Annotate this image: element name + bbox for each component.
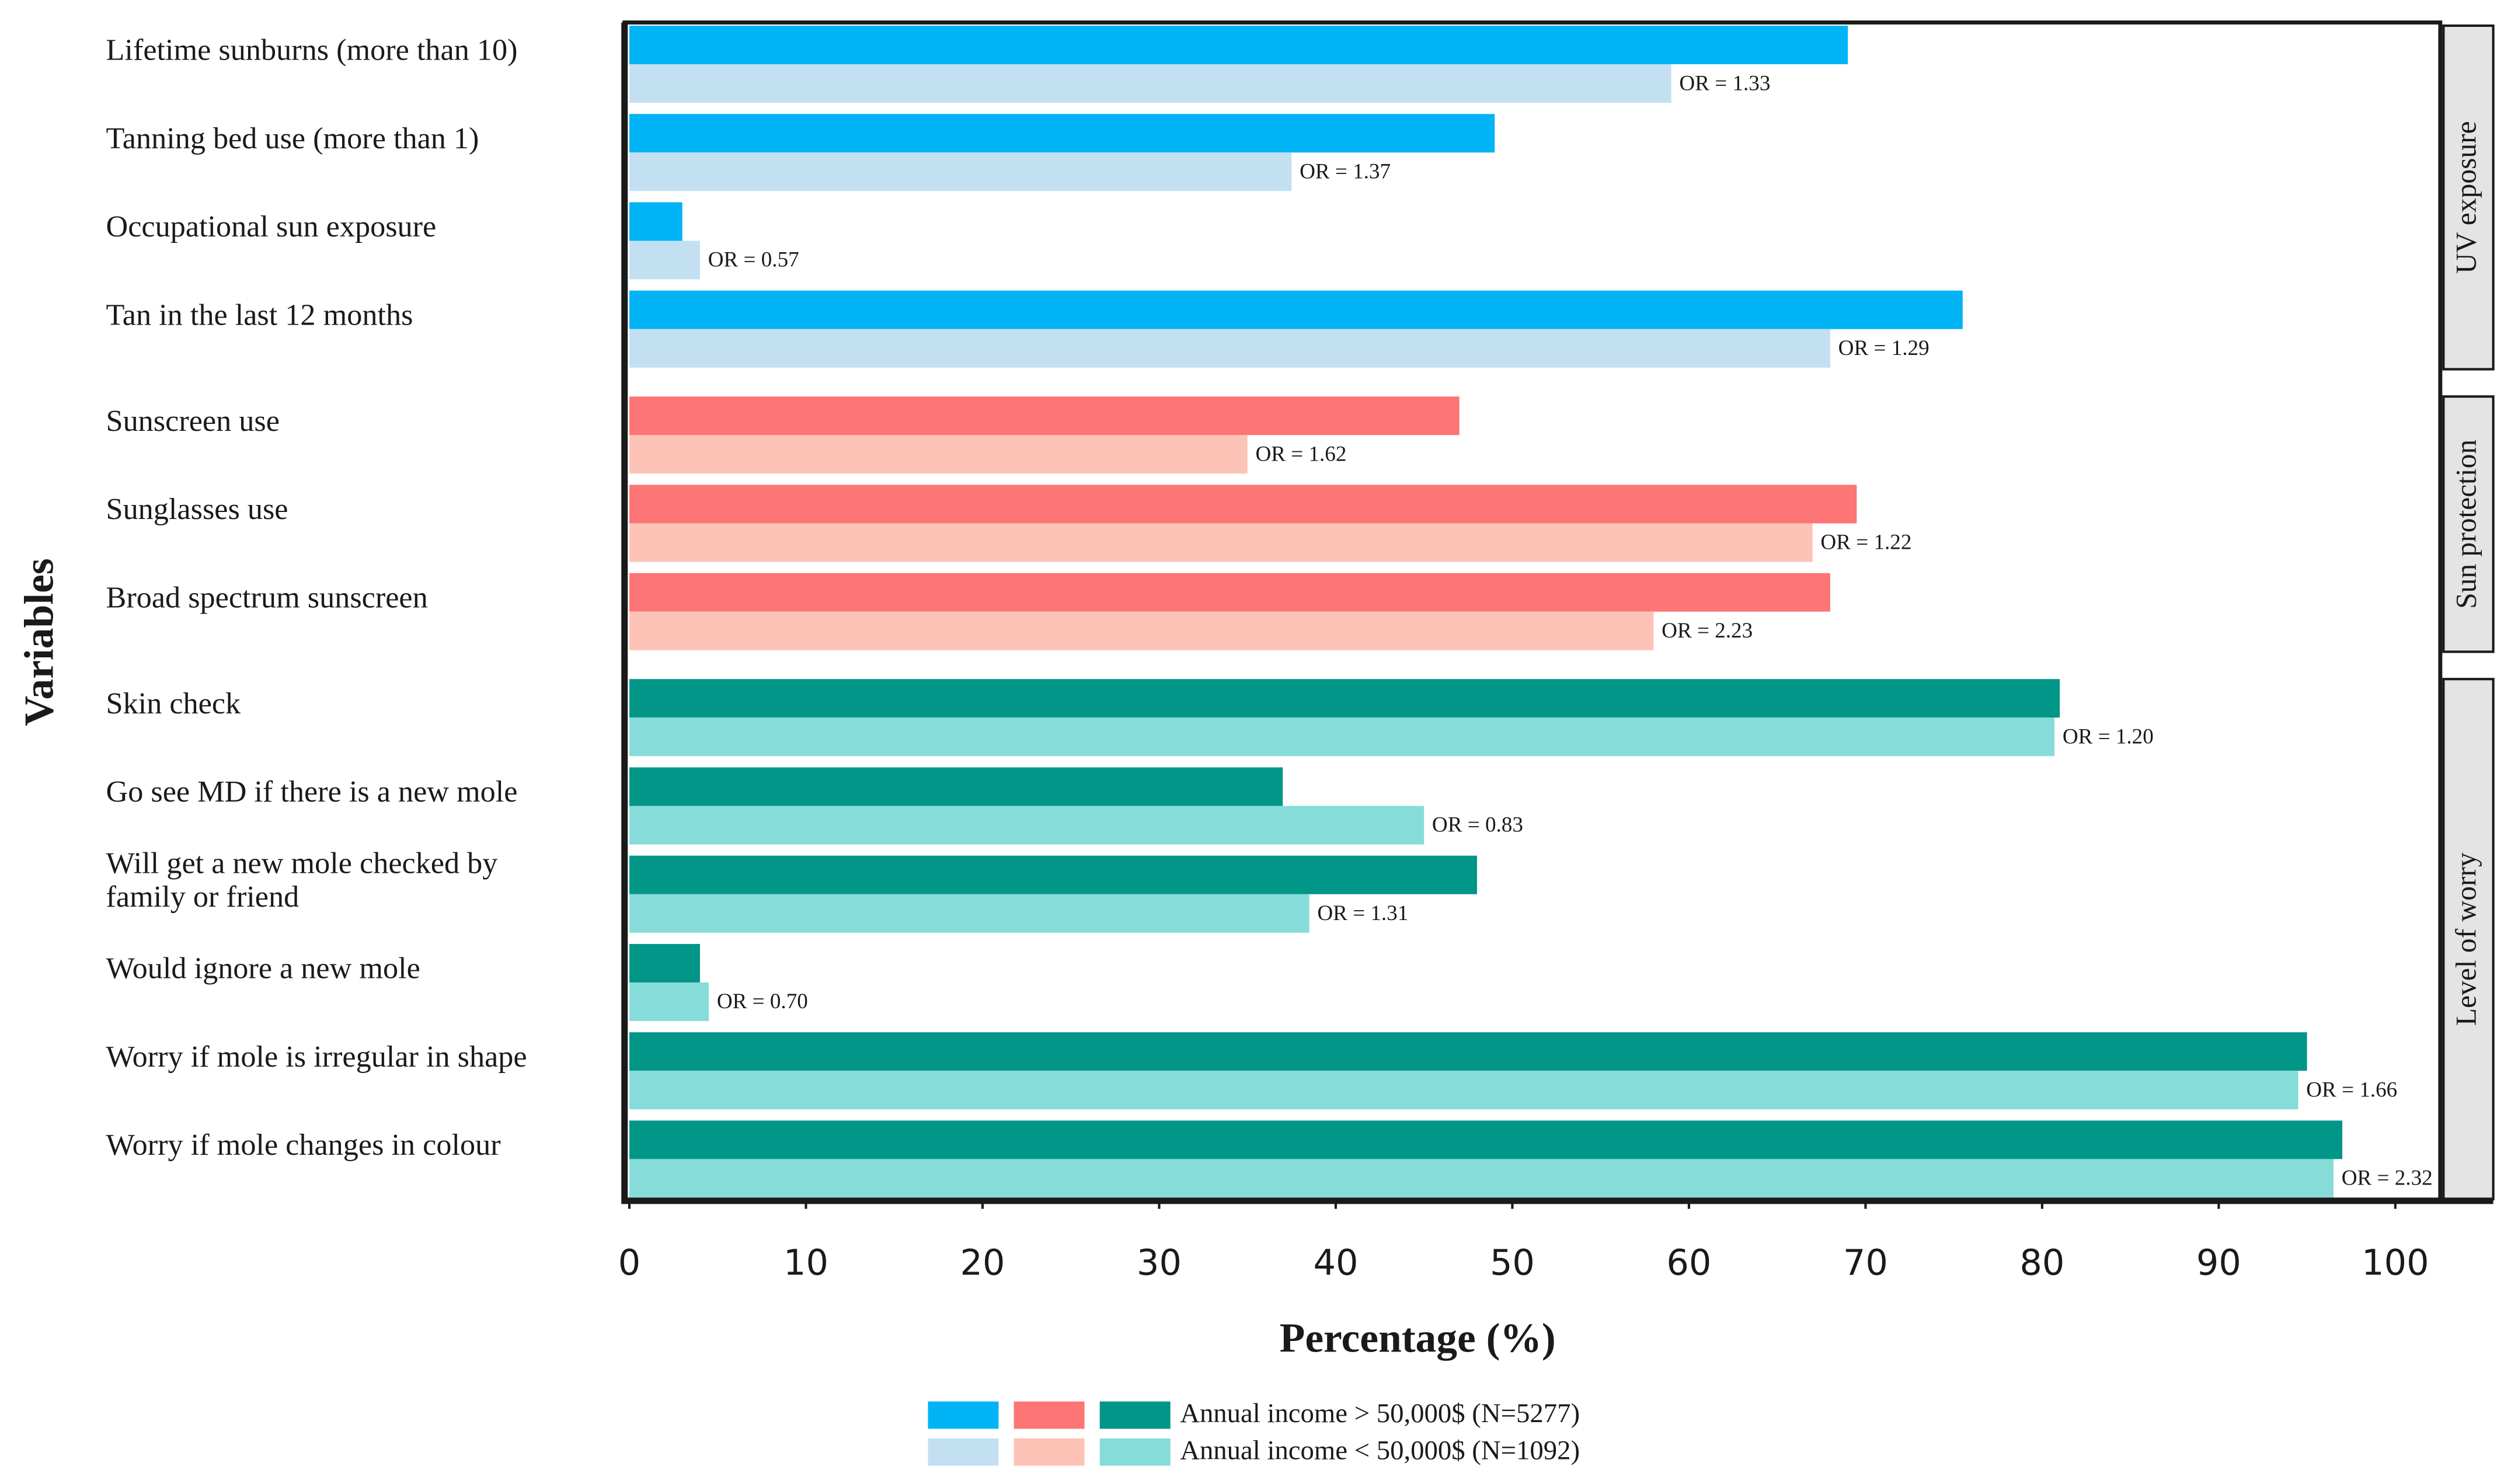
or-annotation: OR = 0.83	[1432, 813, 1523, 837]
bar	[629, 943, 700, 983]
bar	[629, 114, 1495, 153]
bar	[629, 1159, 2334, 1198]
group-label: UV exposure	[2450, 121, 2482, 274]
or-annotation: OR = 1.66	[2306, 1078, 2397, 1102]
x-tick-label: 30	[1137, 1243, 1182, 1284]
x-tick-label: 100	[2362, 1243, 2429, 1284]
x-tick-label: 70	[1843, 1243, 1888, 1284]
or-annotation: OR = 0.57	[708, 248, 799, 272]
legend-swatch	[1099, 1401, 1171, 1429]
or-annotation: OR = 0.70	[717, 990, 808, 1013]
bar	[629, 523, 1813, 562]
bar	[629, 241, 700, 280]
bar	[629, 1120, 2343, 1159]
legend-label: Annual income < 50,000$ (N=1092)	[1180, 1435, 1580, 1465]
category-label: Worry if mole is irregular in shape	[106, 1040, 527, 1074]
x-tick-label: 60	[1666, 1243, 1711, 1284]
or-annotation: OR = 2.32	[2342, 1166, 2433, 1190]
bar	[629, 894, 1310, 933]
category-label: Will get a new mole checked by family or …	[106, 846, 498, 914]
legend-swatch	[928, 1401, 999, 1429]
bar	[629, 64, 1671, 103]
group-box	[2442, 24, 2495, 371]
bar	[629, 1071, 2298, 1110]
x-tick-label: 10	[783, 1243, 828, 1284]
or-annotation: OR = 1.37	[1300, 160, 1391, 184]
group-box	[2442, 395, 2495, 653]
or-annotation: OR = 1.20	[2063, 724, 2154, 748]
category-label: Would ignore a new mole	[106, 952, 420, 985]
category-label: Tan in the last 12 months	[106, 298, 413, 332]
x-tick-label: 20	[960, 1243, 1005, 1284]
category-label: Sunscreen use	[106, 404, 280, 438]
x-tick-label: 90	[2196, 1243, 2241, 1284]
or-annotation: OR = 1.29	[1838, 336, 1930, 360]
bar	[629, 329, 1830, 368]
or-annotation: OR = 1.22	[1820, 531, 1911, 555]
bar	[629, 611, 1654, 650]
category-label: Worry if mole changes in colour	[106, 1128, 501, 1162]
bar	[629, 485, 1857, 524]
bar	[629, 396, 1460, 436]
bar	[629, 1032, 2307, 1071]
category-label: Lifetime sunburns (more than 10)	[106, 33, 518, 67]
bar	[629, 573, 1830, 612]
bar	[629, 152, 1292, 191]
bar	[629, 982, 709, 1021]
or-annotation: OR = 1.62	[1255, 442, 1346, 466]
bar	[629, 717, 2055, 757]
x-axis-label: Percentage (%)	[1280, 1315, 1556, 1361]
bar	[629, 25, 1848, 64]
group-box	[2442, 678, 2495, 1201]
category-label: Go see MD if there is a new mole	[106, 775, 518, 809]
bar	[629, 202, 682, 241]
or-annotation: OR = 2.23	[1662, 619, 1753, 643]
bar	[629, 855, 1477, 894]
category-label: Occupational sun exposure	[106, 210, 437, 243]
bar	[629, 435, 1248, 474]
x-tick-label: 40	[1313, 1243, 1358, 1284]
category-label: Broad spectrum sunscreen	[106, 580, 428, 614]
or-annotation: OR = 1.31	[1317, 901, 1408, 925]
category-label: Sunglasses use	[106, 492, 288, 526]
legend-swatch	[928, 1438, 999, 1466]
y-axis-label: Variables	[16, 558, 62, 726]
legend-swatch	[1099, 1438, 1171, 1466]
x-tick-label: 50	[1490, 1243, 1535, 1284]
x-tick-label: 0	[618, 1243, 640, 1284]
category-label: Skin check	[106, 687, 242, 720]
category-label: Tanning bed use (more than 1)	[106, 121, 479, 155]
group-label: Level of worry	[2450, 852, 2482, 1026]
legend-swatch	[1014, 1401, 1085, 1429]
group-label: Sun protection	[2450, 440, 2482, 609]
bar	[629, 767, 1283, 806]
or-annotation: OR = 1.33	[1679, 71, 1770, 95]
legend-swatch	[1014, 1438, 1085, 1466]
bar	[629, 679, 2060, 718]
bar	[629, 806, 1425, 845]
x-tick-label: 80	[2019, 1243, 2064, 1284]
legend-label: Annual income > 50,000$ (N=5277)	[1180, 1398, 1580, 1429]
bar	[629, 290, 1963, 329]
